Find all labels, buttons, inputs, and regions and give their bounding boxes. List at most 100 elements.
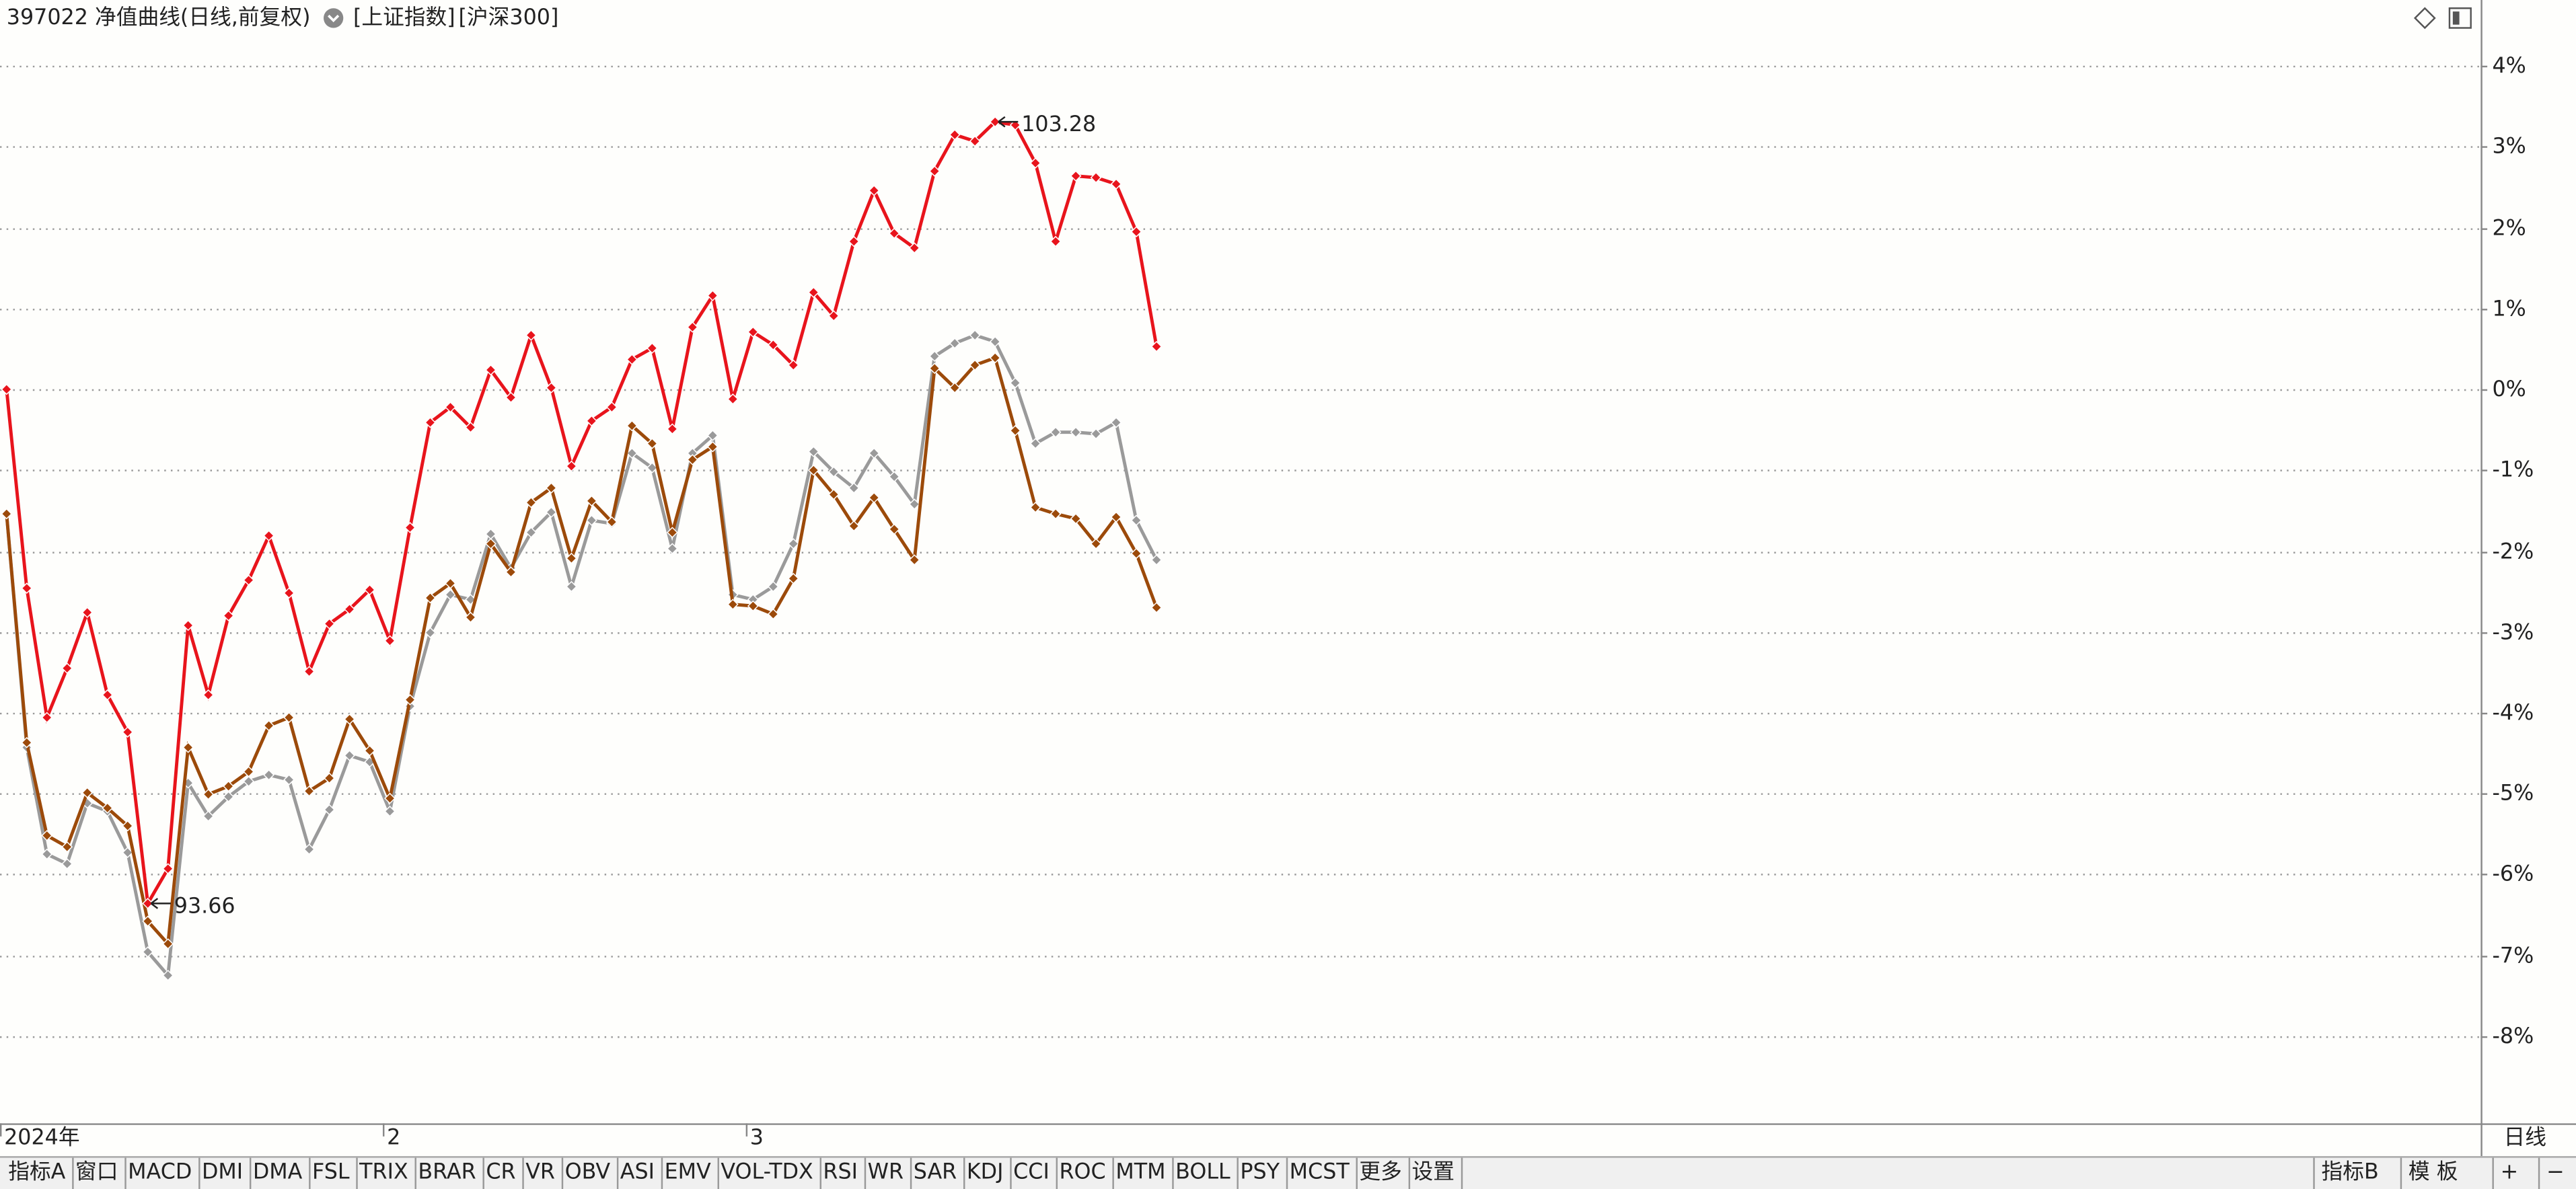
toolbar-tab[interactable]: SAR <box>914 1160 957 1184</box>
series-line <box>5 333 1158 980</box>
point-marker <box>324 618 335 629</box>
point-marker <box>868 492 880 504</box>
point-marker <box>727 599 739 611</box>
point-marker <box>626 354 638 365</box>
point-marker <box>525 496 537 508</box>
dropdown-icon[interactable] <box>324 8 344 28</box>
icon-panel[interactable] <box>2448 7 2472 29</box>
point-marker <box>1110 178 1122 190</box>
toolbar-tab[interactable]: CR <box>486 1160 515 1184</box>
point-marker <box>566 580 577 592</box>
point-marker <box>465 422 476 433</box>
toolbar-tab[interactable]: VOL-TDX <box>721 1160 813 1184</box>
toolbar-tab[interactable]: MACD <box>128 1160 192 1184</box>
point-marker <box>243 775 254 788</box>
point-marker <box>445 578 456 589</box>
point-marker <box>1150 554 1163 566</box>
point-marker <box>686 321 698 333</box>
point-marker <box>465 594 476 605</box>
point-marker <box>606 516 618 528</box>
toolbar-tab[interactable]: VR <box>525 1160 555 1184</box>
point-marker <box>41 712 53 724</box>
toolbar-tab[interactable]: 指标B <box>2321 1160 2378 1184</box>
toolbar-tab[interactable]: − <box>2546 1160 2565 1184</box>
point-marker <box>666 527 678 539</box>
y-tick-label: -1% <box>2492 458 2534 482</box>
point-marker <box>908 498 920 510</box>
point-marker <box>969 330 981 341</box>
point-marker <box>1110 511 1122 523</box>
point-marker <box>848 235 860 247</box>
toolbar-tab[interactable]: FSL <box>312 1160 350 1184</box>
point-marker <box>1090 538 1102 549</box>
point-marker <box>485 538 496 549</box>
toolbar-tab[interactable]: PSY <box>1240 1160 1280 1184</box>
point-marker <box>41 848 53 860</box>
point-marker <box>706 290 719 301</box>
point-marker <box>41 830 53 841</box>
y-tick-label: -7% <box>2492 944 2534 968</box>
point-marker <box>908 242 920 254</box>
toolbar-tab[interactable]: RSI <box>823 1160 858 1184</box>
icon-diamond[interactable] <box>2413 7 2436 30</box>
point-marker <box>1090 171 1102 184</box>
toolbar-tab[interactable]: ASI <box>620 1160 655 1184</box>
point-marker <box>344 750 355 761</box>
y-tick-label: -4% <box>2492 701 2534 725</box>
point-marker <box>384 806 396 817</box>
toolbar-tab[interactable]: BOLL <box>1175 1160 1230 1184</box>
legend-label: [上证指数] <box>353 5 455 30</box>
y-tick-label: 2% <box>2492 217 2526 241</box>
point-marker <box>1090 428 1102 440</box>
point-marker <box>61 662 73 674</box>
point-marker <box>61 841 73 853</box>
toolbar-tab[interactable]: 模 板 <box>2408 1160 2458 1184</box>
point-marker <box>566 552 577 564</box>
y-tick-label: 1% <box>2492 297 2526 321</box>
toolbar-tab[interactable]: WR <box>868 1160 904 1184</box>
toolbar-tab[interactable]: CCI <box>1013 1160 1050 1184</box>
toolbar-tab[interactable]: EMV <box>665 1160 711 1184</box>
point-marker <box>647 462 658 473</box>
toolbar-tab[interactable]: 更多 <box>1359 1160 1401 1184</box>
toolbar-tab[interactable]: 指标A <box>8 1160 65 1184</box>
toolbar-tab[interactable]: MCST <box>1290 1160 1350 1184</box>
point-marker <box>546 506 557 519</box>
toolbar-tab[interactable]: 设置 <box>1412 1160 1455 1184</box>
point-marker <box>827 488 840 500</box>
toolbar-tab[interactable]: + <box>2501 1160 2519 1184</box>
toolbar-tab[interactable]: MTM <box>1115 1160 1165 1184</box>
point-marker <box>888 227 900 239</box>
toolbar-tab[interactable]: DMI <box>202 1160 243 1184</box>
x-tick-label: 2024年 <box>4 1125 80 1149</box>
toolbar-tab[interactable]: KDJ <box>967 1160 1004 1184</box>
toolbar-tab[interactable]: OBV <box>565 1160 611 1184</box>
point-marker <box>223 791 234 803</box>
point-marker <box>928 165 941 177</box>
point-marker <box>303 843 315 855</box>
point-marker <box>505 566 517 578</box>
window-icons <box>2413 7 2472 30</box>
y-tick-label: 4% <box>2492 54 2526 78</box>
toolbar-tab[interactable]: TRIX <box>359 1160 408 1184</box>
point-marker <box>848 520 860 532</box>
toolbar-tab[interactable]: 窗口 <box>75 1160 118 1184</box>
toolbar-tab[interactable]: DMA <box>253 1160 303 1184</box>
toolbar-tab[interactable]: ROC <box>1059 1160 1105 1184</box>
point-marker <box>1110 416 1122 428</box>
point-marker <box>1070 170 1082 182</box>
point-marker <box>807 464 819 476</box>
point-marker <box>404 694 416 705</box>
point-marker <box>546 482 557 494</box>
toolbar <box>0 1156 2576 1189</box>
toolbar-tab[interactable]: BRAR <box>418 1160 476 1184</box>
point-marker <box>727 393 739 405</box>
point-marker <box>787 359 799 371</box>
point-marker <box>807 286 819 299</box>
point-marker <box>303 785 315 797</box>
point-marker <box>666 543 678 555</box>
point-marker <box>1070 426 1082 438</box>
point-marker <box>888 523 900 535</box>
